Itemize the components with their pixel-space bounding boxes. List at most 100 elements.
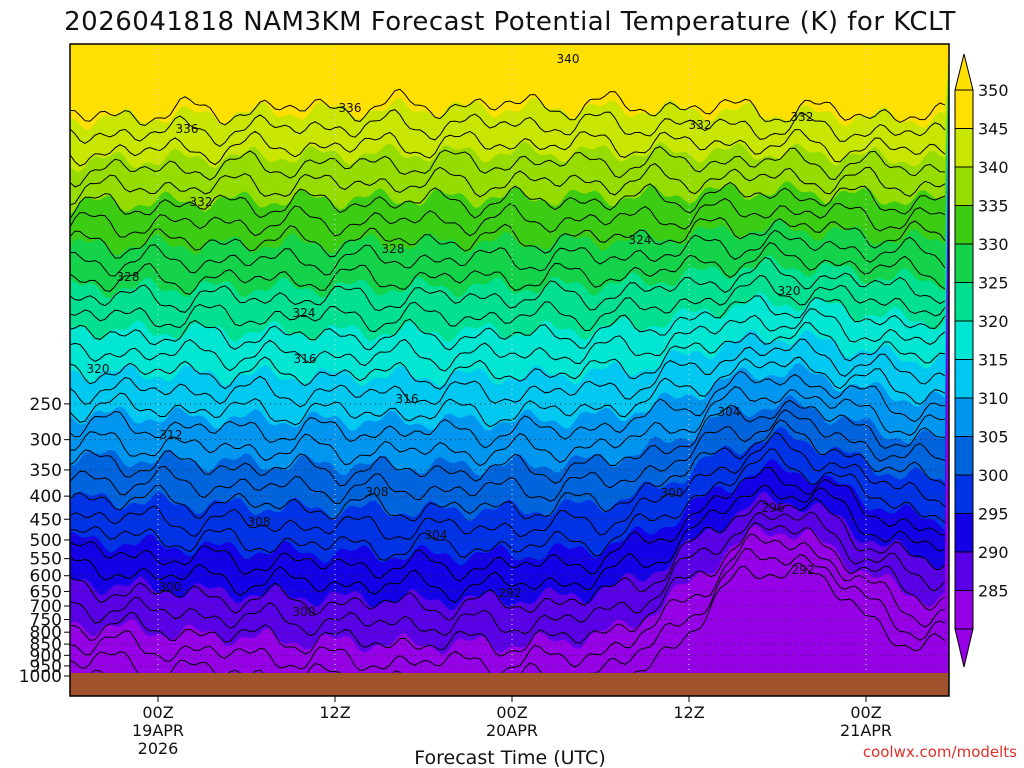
colorbar-swatch [954,513,974,553]
ground-fill [70,673,949,696]
colorbar-label: 345 [978,120,1009,139]
y-tick-label: 800 [30,623,62,643]
contour-line [70,88,946,127]
contour-line [70,419,946,522]
y-tick-label: 750 [30,611,62,631]
contour-line [70,295,946,351]
y-tick-label: 1000 [19,667,62,687]
y-tick-label: 550 [30,550,62,570]
contour-line [70,321,946,390]
y-tick-label: 650 [30,582,62,602]
colorbar-label: 290 [978,543,1009,562]
x-axis-label: Forecast Time (UTC) [414,747,605,768]
y-tick-label: 300 [30,431,62,451]
contour-line [70,217,946,259]
y-tick-label: 350 [30,461,62,481]
contour-labels: 340 336 332 336 332 332 328 328 324 324 320 320 316 3… [87,52,815,619]
contour-line [70,181,946,219]
contour-label: 304 [425,528,448,542]
contour-label: 292 [792,563,815,577]
contour-label: 324 [629,233,652,247]
colorbar-label: 340 [978,158,1009,177]
contour-line [70,128,946,167]
contour-line [70,522,946,657]
y-axis: 250 300 350 400 4505005506006507007508008509… [19,395,70,687]
colorbar-label: 320 [978,312,1009,331]
contour-label: 308 [248,515,271,529]
x-tick-label: 19APR [132,721,184,740]
colorbar-swatch [954,243,974,283]
contour-line [70,274,946,333]
x-tick-label: 21APR [840,721,892,740]
y-tick-label: 850 [30,635,62,655]
x-tick-label: 12Z [319,703,350,722]
y-tick-label: 700 [30,597,62,617]
contour-line [70,241,946,295]
band-350 [70,44,949,130]
colorbar-label: 300 [978,466,1009,485]
colorbar-swatch [954,166,974,206]
credit-text: coolwx.com/modelts [863,743,1017,761]
contour-label: 300 [661,486,684,500]
temperature-bands [70,44,949,696]
x-tick-label: 12Z [673,703,704,722]
contour-label: 304 [718,405,741,419]
contour-line [70,409,946,505]
contour-label: 320 [87,362,110,376]
colorbar-label: 350 [978,81,1009,100]
contour-label: 332 [689,118,712,132]
colorbar-label: 335 [978,197,1009,216]
contour-line [70,448,946,562]
colorbar-label: 285 [978,582,1009,601]
contour-line [70,109,946,147]
contour-line [70,163,946,206]
colorbar-swatch [954,436,974,476]
contour-line [70,386,946,467]
x-tick-label: 2026 [138,739,179,758]
contour-line [70,308,946,372]
contour-label: 300 [293,605,316,619]
colorbar-label: 305 [978,428,1009,447]
x-tick-label: 00Z [142,703,173,722]
contour-line [70,511,946,637]
contour-line [70,484,946,603]
colorbar-swatch [954,205,974,245]
y-tick-label: 450 [30,510,62,530]
contour-line [70,497,946,621]
contour-label: 328 [117,270,140,284]
contour-lines [70,88,946,696]
contour-label: 324 [293,306,316,320]
contour-line [70,533,946,678]
y-tick-label: 250 [30,395,62,415]
contour-label: 316 [294,352,317,366]
y-tick-label: 900 [30,646,62,666]
plot-area [70,44,949,696]
y-tick-label: 600 [30,567,62,587]
colorbar-swatch [954,282,974,322]
contour-line [70,256,946,313]
contour-label: 308 [366,485,389,499]
y-tick-label: 400 [30,487,62,507]
colorbar-swatch [954,590,974,630]
x-tick-label: 00Z [496,703,527,722]
contour-label: 292 [499,586,522,600]
colorbar-label: 315 [978,351,1009,370]
plot-frame [69,43,950,697]
contour-line [70,356,946,428]
contour-label: 316 [396,392,419,406]
grid-lines [70,44,949,696]
contour-label: 336 [339,101,362,115]
contour-label: 332 [190,195,213,209]
colorbar-swatch [954,397,974,437]
contour-label: 320 [778,284,801,298]
colorbar-arrow-top [954,53,974,91]
colorbar-swatch [954,128,974,168]
contour-line [70,197,946,238]
colorbar-arrow-bottom [954,628,974,668]
colorbar-swatch [954,359,974,399]
colorbar-swatch [954,474,974,514]
contour-label: 312 [160,428,183,442]
contour-line [70,562,946,696]
